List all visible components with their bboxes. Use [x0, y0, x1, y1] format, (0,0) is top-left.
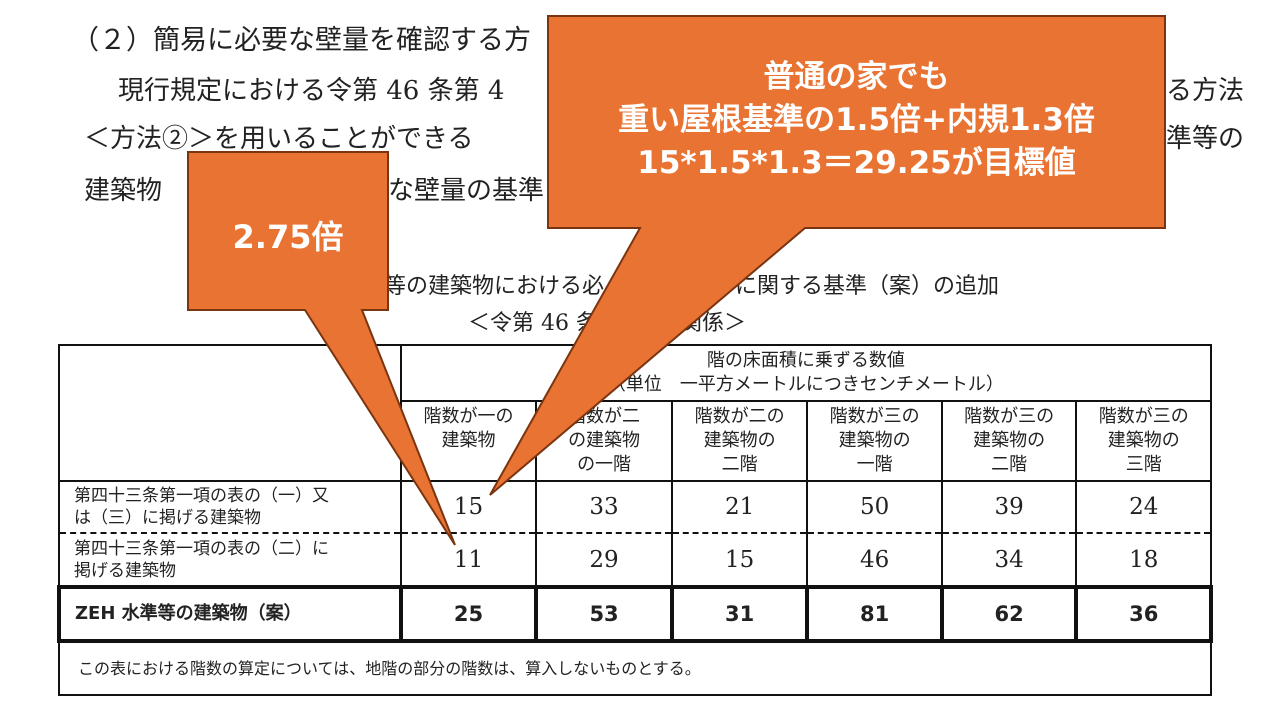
- cell: 29: [535, 532, 673, 588]
- col-text: の建築物: [568, 430, 641, 451]
- table-caption-2: ＜令第 46 条: [468, 311, 598, 336]
- col-text: 建築物の: [703, 430, 776, 451]
- col-text: 三階: [1125, 454, 1162, 475]
- col-text: 階数が二の: [694, 406, 785, 427]
- cell: 62: [939, 585, 1079, 643]
- col-text: 建築物の: [838, 430, 911, 451]
- cell: 36: [1074, 585, 1213, 643]
- col-text: の一階: [577, 454, 632, 475]
- col-text: 二階: [721, 454, 758, 475]
- cell: 39: [940, 480, 1078, 534]
- cell: 46: [806, 532, 943, 588]
- callout-line: 2.75倍: [232, 218, 344, 256]
- cell: 11: [399, 532, 538, 588]
- table-row-zeh: ZEH 水準等の建築物（案） 25 53 31 81 62 36: [57, 585, 1213, 643]
- cell: 34: [940, 532, 1078, 588]
- row-label-text: は（三）に掲げる建築物: [74, 508, 261, 528]
- cell: 18: [1075, 532, 1212, 588]
- callout-line: 15*1.5*1.3＝29.25が目標値: [637, 145, 1076, 181]
- body-line-2: ＜方法②＞を用いることができる: [84, 124, 474, 154]
- col-text: 階数が一の: [423, 406, 514, 427]
- cell: 21: [670, 480, 809, 534]
- table-footnote: この表における階数の算定については、地階の部分の階数は、算入しないものとする。: [58, 640, 1212, 696]
- callout-line: 重い屋根基準の1.5倍+内規1.3倍: [618, 102, 1095, 138]
- cell: 25: [398, 585, 539, 643]
- row-label-text: 第四十三条第一項の表の（一）又: [74, 486, 329, 506]
- table-row: 第四十三条第一項の表の（一）又 は（三）に掲げる建築物 15 33 21 50 3…: [58, 480, 1212, 534]
- header-main-text: 階の床面積に乗ずる数値: [706, 350, 905, 371]
- col-text: 建築物の: [973, 430, 1046, 451]
- col-text: 階数が三の: [964, 406, 1055, 427]
- row-label-text: 掲げる建築物: [74, 560, 176, 581]
- col-text: 建築物: [441, 430, 496, 451]
- wall-quantity-table: 階の床面積に乗ずる数値 （単位 一平方メートルにつきセンチメートル） 階数が一の…: [57, 344, 1213, 696]
- callout-2-text: 普通の家でも 重い屋根基準の1.5倍+内規1.3倍 15*1.5*1.3＝29.…: [548, 56, 1165, 185]
- body-line-1: 現行規定における令第 46 条第 4: [118, 76, 505, 106]
- column-header: 階数が三の建築物の二階: [940, 400, 1078, 482]
- callout-line: 普通の家でも: [763, 59, 950, 95]
- table-caption-1: 等の建築物における必: [384, 274, 605, 299]
- cell: 53: [534, 585, 674, 643]
- col-text: 建築物の: [1107, 430, 1180, 451]
- table-header-main: 階の床面積に乗ずる数値 （単位 一平方メートルにつきセンチメートル）: [399, 344, 1213, 402]
- table-row: 第四十三条第一項の表の（二）に 掲げる建築物 11 29 15 46 34 18: [58, 532, 1212, 588]
- row-label: 第四十三条第一項の表の（一）又 は（三）に掲げる建築物: [58, 480, 402, 534]
- body-line-3: 建築物: [84, 176, 163, 206]
- row-label-text: 第四十三条第一項の表の（二）に: [74, 538, 329, 559]
- cell: 24: [1075, 480, 1212, 534]
- col-text: 一階: [856, 454, 893, 475]
- body-line-1-right: る方法: [1166, 76, 1245, 106]
- header-unit-text: （単位 一平方メートルにつきセンチメートル）: [607, 374, 1004, 395]
- col-text: 二階: [991, 454, 1028, 475]
- row-label: ZEH 水準等の建築物（案）: [57, 585, 403, 643]
- section-heading: （２）簡易に必要な壁量を確認する方: [72, 25, 531, 56]
- column-header: 階数が二の建築物の二階: [670, 400, 809, 482]
- callout-2-shape: [489, 15, 1166, 496]
- col-text: 階数が三の: [1098, 406, 1189, 427]
- cell: 15: [670, 532, 809, 588]
- column-header: 階数が三の建築物の一階: [806, 400, 943, 482]
- row-label: 第四十三条第一項の表の（二）に 掲げる建築物: [58, 532, 402, 588]
- cell: 50: [806, 480, 943, 534]
- body-line-2-right: 準等の: [1166, 124, 1245, 154]
- cell: 33: [535, 480, 673, 534]
- cell: 31: [669, 585, 810, 643]
- col-text: 階数が三の: [829, 406, 920, 427]
- cell: 81: [805, 585, 944, 643]
- table-caption-1-right: に関する基準（案）の追加: [735, 274, 1000, 299]
- body-line-3-mid: な壁量の基準: [388, 176, 545, 206]
- column-header: 階数が三の建築物の三階: [1075, 400, 1212, 482]
- callout-1-text: 2.75倍: [188, 212, 388, 258]
- callout-1-shape: [187, 151, 456, 546]
